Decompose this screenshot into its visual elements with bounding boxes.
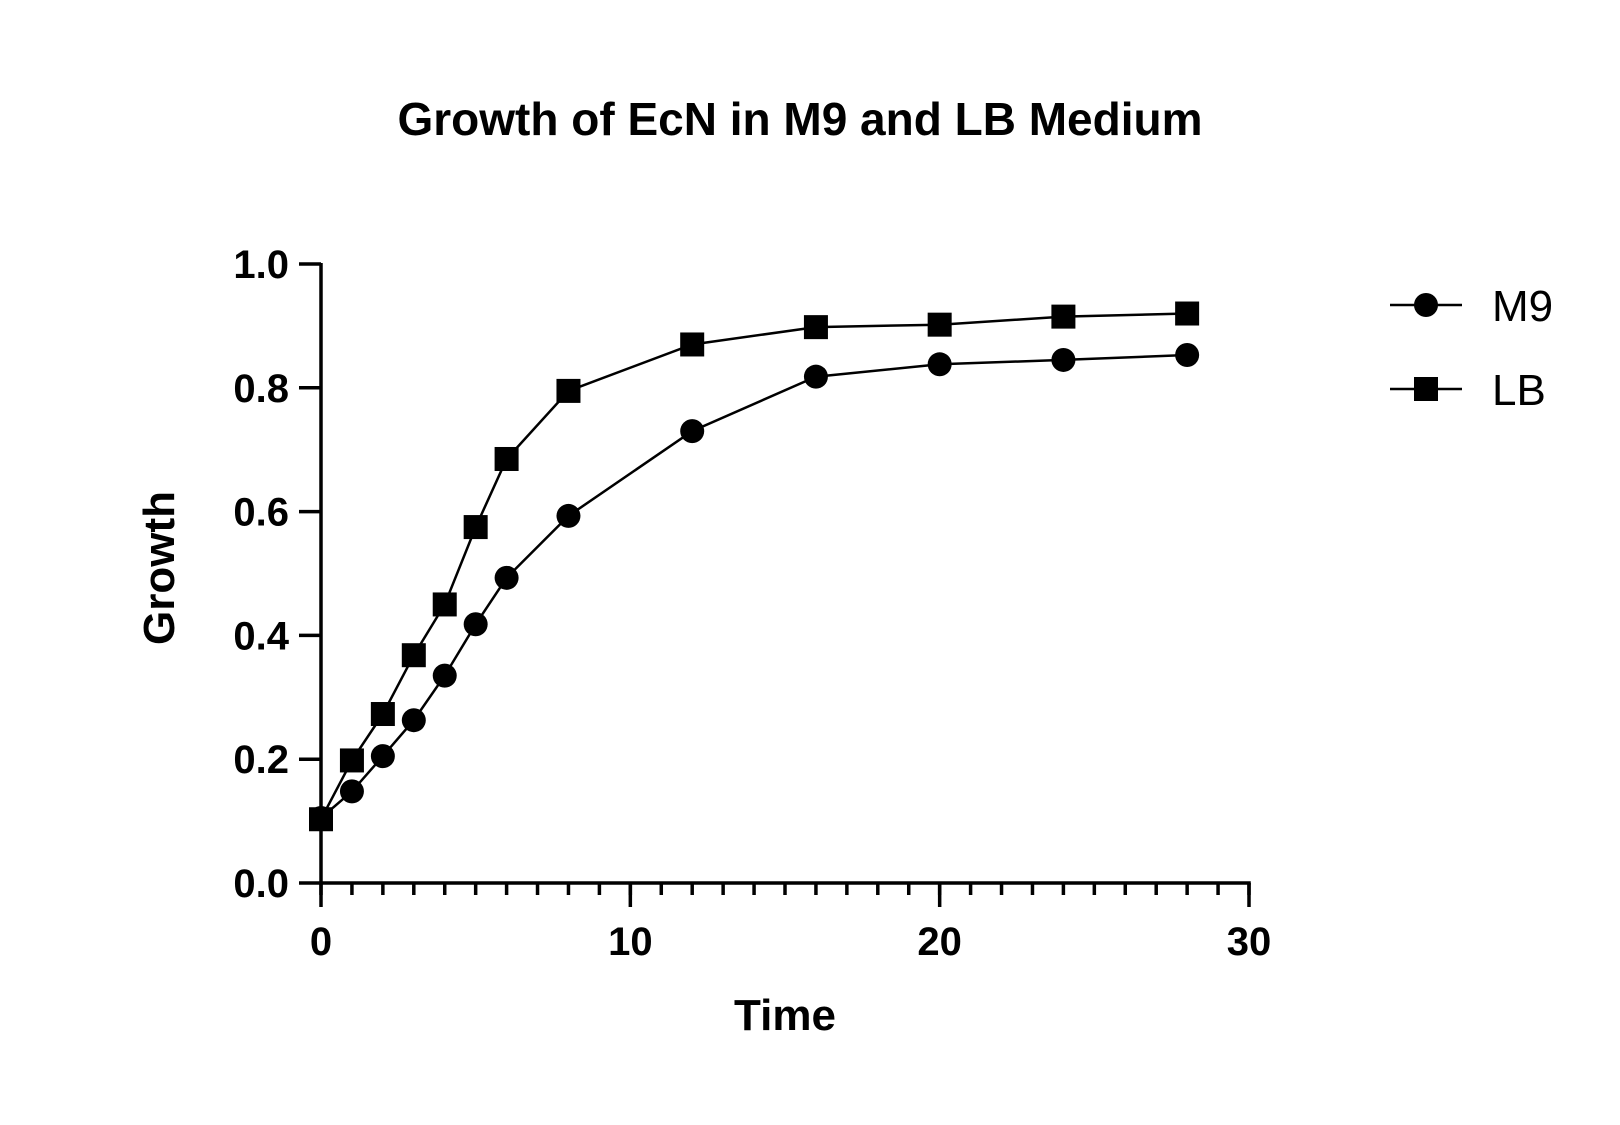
data-point-lb [401,643,426,668]
legend: M9 LB [1390,282,1553,415]
data-point-lb [927,312,952,337]
x-tick-label: 10 [608,920,653,964]
y-tick-label: 0.2 [233,738,289,782]
x-tick-label: 0 [310,920,332,964]
series-line-lb [319,312,1188,820]
data-point-lb [1051,304,1076,329]
data-point-m9 [1175,342,1200,367]
legend-marker [1414,293,1438,317]
data-point-m9 [680,419,705,444]
data-point-lb [432,592,457,617]
series-lb [309,301,1200,832]
data-point-m9 [556,503,581,528]
data-point-m9 [494,565,519,590]
y-tick-label: 1.0 [233,243,289,287]
data-point-m9 [1051,347,1076,372]
data-point-lb [556,378,581,403]
chart-title: Growth of EcN in M9 and LB Medium [398,93,1203,145]
y-tick-label: 0.0 [233,862,289,906]
data-point-lb [339,748,364,773]
data-point-m9 [463,612,488,637]
legend-label: M9 [1492,282,1553,331]
data-point-lb [494,446,519,471]
x-tick-label: 30 [1227,920,1272,964]
series-m9 [309,342,1200,831]
data-point-m9 [370,744,395,769]
x-axis-title: Time [734,991,836,1040]
y-tick-label: 0.4 [233,614,289,658]
series-layer [309,301,1200,832]
data-point-m9 [339,779,364,804]
data-point-m9 [803,364,828,389]
y-tick-label: 0.8 [233,367,289,411]
data-point-m9 [432,663,457,688]
data-point-m9 [927,352,952,377]
legend-item-lb: LB [1390,366,1546,415]
data-point-lb [370,702,395,727]
x-tick-label: 20 [917,920,962,964]
data-point-lb [803,315,828,340]
axes: 0.0 0.2 0.4 0.6 0.8 1.0 0 10 20 30 [233,243,1271,964]
legend-item-m9: M9 [1390,282,1553,331]
y-tick-label: 0.6 [233,491,289,535]
legend-label: LB [1492,366,1546,415]
data-point-lb [463,515,488,540]
data-point-lb [680,332,705,357]
data-point-lb [1175,301,1200,326]
data-point-lb [309,807,333,832]
legend-marker [1414,377,1438,401]
y-axis-title: Growth [135,491,184,645]
data-point-m9 [401,708,426,733]
